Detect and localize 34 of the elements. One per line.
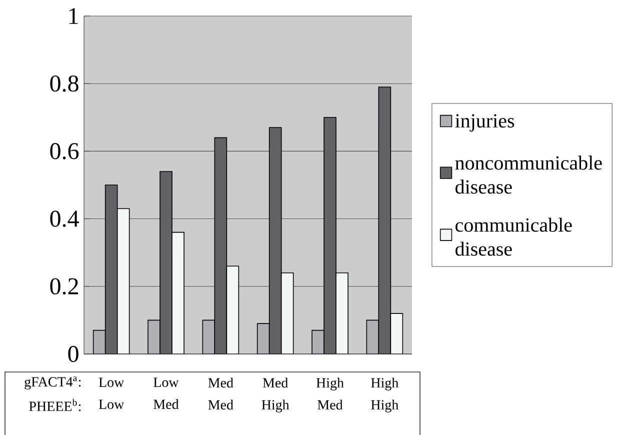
- bar: [390, 313, 404, 354]
- bar: [324, 116, 336, 354]
- x-tick-label: Low Med: [154, 378, 179, 410]
- legend-label: injuries: [455, 114, 514, 132]
- x-tick-label: Med High: [262, 378, 290, 412]
- y-tick-label: 0: [68, 346, 78, 362]
- x-tick-label: High High: [371, 378, 398, 412]
- bar: [214, 137, 228, 354]
- bar: [336, 272, 348, 354]
- bar: [116, 208, 130, 354]
- legend-label: noncommunicable disease: [455, 156, 602, 194]
- text: PHEEE$^{b}$:: [29, 398, 81, 412]
- bar: [378, 86, 392, 354]
- bar: [202, 320, 216, 354]
- y-tick-label: 1: [69, 8, 78, 24]
- y-tick-label: 0.4: [50, 210, 79, 227]
- x-tick-label: Med Med: [208, 378, 234, 410]
- bar: [280, 272, 294, 354]
- legend-label: communicable disease: [456, 218, 572, 256]
- y-tick-label: 0.8: [50, 75, 78, 92]
- y-tick-label: 0.2: [50, 278, 78, 295]
- bar: [256, 323, 270, 354]
- bar: [160, 171, 172, 354]
- x-tick-label: High Med: [316, 378, 344, 410]
- bar: [172, 232, 184, 354]
- bar: [104, 184, 118, 354]
- x-tick-label: Low Low: [98, 378, 124, 410]
- text: gFACT4$^{a}$:: [24, 376, 81, 390]
- y-tick-label: 0.6: [50, 143, 79, 160]
- bar: [92, 330, 106, 354]
- bar: [148, 320, 160, 354]
- bar: [226, 266, 240, 354]
- bar: [366, 320, 380, 354]
- bar: [268, 127, 282, 354]
